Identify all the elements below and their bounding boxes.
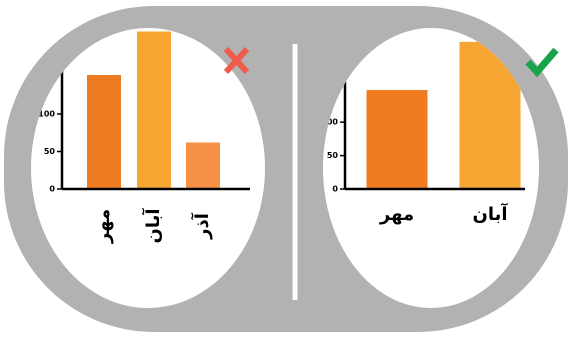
category-label: مهر — [379, 204, 414, 225]
y-tick-label: 100 — [321, 118, 338, 127]
y-tick-label: 50 — [44, 147, 56, 156]
category-label: آبان — [472, 202, 508, 225]
bar — [137, 31, 171, 189]
bar — [186, 142, 220, 189]
left-chart: 0 50 100 مهر آبان آذر — [38, 31, 250, 244]
y-tick-label: 50 — [327, 151, 339, 160]
y-tick-label: 0 — [332, 185, 338, 194]
y-tick-label: 100 — [38, 110, 55, 119]
right-chart: 0 50 100 مهر آبان — [321, 41, 525, 225]
correct-icon — [525, 47, 559, 78]
y-tick-label: 0 — [49, 185, 55, 194]
category-label: آبان — [141, 208, 164, 244]
bar — [87, 75, 121, 189]
bar — [366, 90, 428, 189]
wrong-icon — [223, 46, 250, 75]
category-label: مهر — [93, 209, 114, 244]
category-label: آذر — [190, 212, 213, 240]
